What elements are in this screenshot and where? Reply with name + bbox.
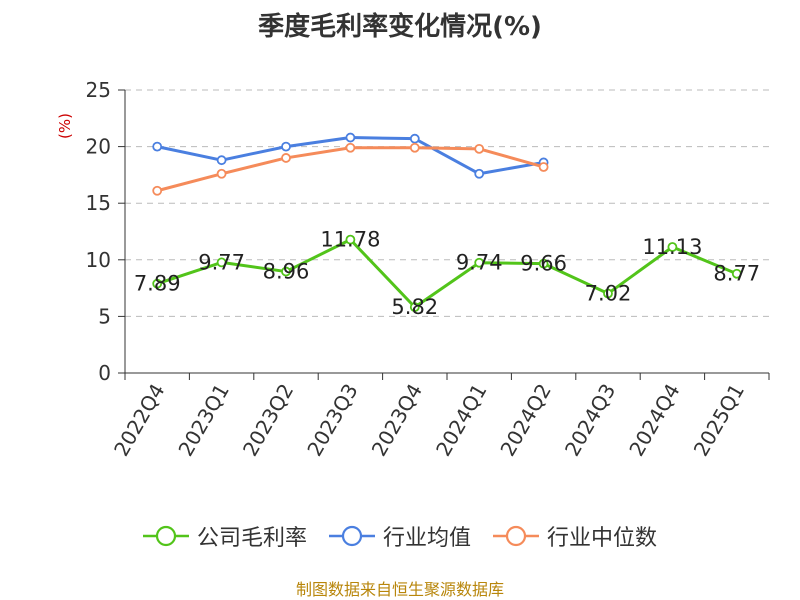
x-tick-label: 2024Q2 bbox=[495, 380, 555, 461]
data-point bbox=[216, 155, 227, 166]
data-point bbox=[409, 302, 420, 313]
source-note: 制图数据来自恒生聚源数据库 bbox=[295, 580, 504, 599]
data-point bbox=[474, 168, 485, 179]
data-point bbox=[409, 133, 420, 144]
data-label: 7.02 bbox=[585, 282, 632, 306]
legend-item: 公司毛利率 bbox=[142, 520, 307, 552]
series-line bbox=[156, 146, 545, 193]
series-line bbox=[156, 238, 738, 309]
x-tick-label: 2024Q4 bbox=[624, 380, 684, 461]
data-point bbox=[152, 278, 163, 289]
x-tick-label: 2023Q2 bbox=[238, 380, 298, 461]
x-tick-label: 2024Q3 bbox=[560, 380, 620, 461]
legend-label: 行业均值 bbox=[382, 526, 471, 551]
y-tick-label: 25 bbox=[86, 78, 111, 102]
data-point bbox=[667, 242, 678, 252]
data-point bbox=[409, 142, 420, 153]
y-tick-label: 0 bbox=[98, 361, 111, 385]
data-point bbox=[345, 234, 356, 245]
data-label: 7.89 bbox=[134, 272, 181, 296]
legend-swatch bbox=[493, 525, 539, 547]
x-tick-label: 2025Q1 bbox=[689, 380, 749, 461]
data-point bbox=[345, 132, 356, 143]
chart-title: 季度毛利率变化情况(%) bbox=[258, 12, 542, 42]
data-label: 11.13 bbox=[642, 235, 702, 259]
data-point bbox=[345, 142, 356, 153]
legend: 公司毛利率 行业均值 行业中位数 bbox=[0, 520, 800, 552]
legend-swatch bbox=[328, 525, 375, 547]
data-label: 8.96 bbox=[263, 260, 310, 284]
legend-label: 公司毛利率 bbox=[196, 526, 307, 551]
data-point bbox=[281, 153, 291, 163]
data-label: 9.66 bbox=[520, 252, 567, 276]
data-point bbox=[216, 168, 227, 179]
y-tick-label: 10 bbox=[86, 248, 111, 272]
data-label: 9.77 bbox=[198, 250, 245, 274]
y-tick-label: 5 bbox=[98, 304, 111, 328]
data-point bbox=[603, 288, 613, 299]
data-point bbox=[538, 162, 549, 172]
x-tick-label: 2023Q4 bbox=[367, 380, 427, 461]
data-point bbox=[152, 141, 163, 152]
data-point bbox=[731, 268, 742, 279]
data-label: 11.78 bbox=[320, 228, 380, 252]
grid-lines bbox=[125, 89, 769, 317]
data-point bbox=[216, 257, 227, 268]
data-labels: 7.89 9.77 8.96 11.78 5.82 9.74 9.66 7.02 11.13 8.… bbox=[134, 228, 760, 319]
x-tick-label: 2022Q4 bbox=[109, 380, 169, 461]
y-tick-label: 15 bbox=[86, 191, 111, 215]
data-point bbox=[152, 185, 163, 196]
data-point bbox=[474, 257, 485, 268]
legend-swatch bbox=[142, 525, 189, 547]
data-point bbox=[281, 141, 291, 152]
data-label: 8.77 bbox=[713, 262, 760, 286]
x-tick-label: 2023Q1 bbox=[173, 380, 233, 461]
series-lines bbox=[152, 132, 742, 313]
x-tick-label: 2024Q1 bbox=[431, 380, 491, 461]
legend-item: 行业中位数 bbox=[493, 520, 657, 552]
legend-item: 行业均值 bbox=[328, 520, 471, 552]
y-axis-label: (%) bbox=[56, 113, 74, 139]
y-tick-label: 20 bbox=[86, 135, 111, 159]
x-tick-label: 2023Q3 bbox=[302, 380, 362, 461]
data-point bbox=[538, 258, 549, 269]
data-point bbox=[281, 266, 291, 277]
legend-label: 行业中位数 bbox=[547, 526, 658, 551]
data-label: 9.74 bbox=[456, 251, 503, 275]
data-label: 5.82 bbox=[391, 295, 438, 319]
data-point bbox=[474, 143, 485, 154]
